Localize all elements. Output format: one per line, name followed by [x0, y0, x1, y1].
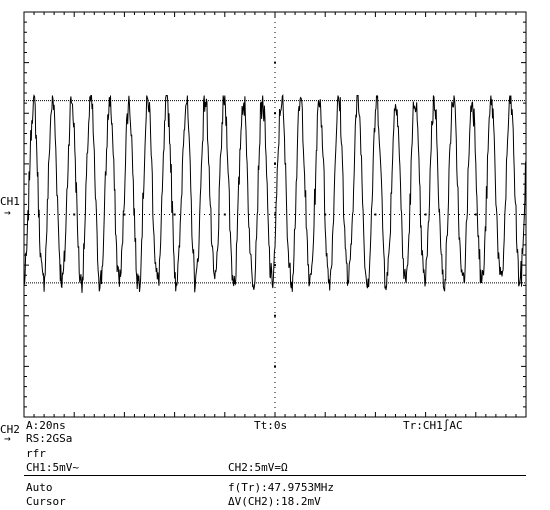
graticule-dot — [474, 213, 477, 216]
graticule-dot — [374, 213, 377, 216]
ch2-ground-arrow-icon: → — [4, 432, 11, 445]
graticule-dot — [424, 213, 427, 216]
graticule-dot — [274, 365, 276, 368]
graticule-dot — [274, 213, 276, 216]
mode-tag-readout: rfr — [26, 447, 46, 460]
timebase-readout: A:20ns — [26, 419, 66, 432]
graticule-dot — [274, 162, 276, 165]
cursor-delta-readout: ΔV(CH2):18.2mV — [228, 495, 321, 508]
cursor-menu-button[interactable]: Cursor — [26, 495, 66, 508]
acquire-mode-button[interactable]: Auto — [26, 481, 53, 494]
ch1-ground-arrow-icon: → — [4, 206, 11, 219]
graticule-dot — [274, 61, 276, 64]
ch1-marker-label: CH1 — [0, 195, 20, 208]
graticule-dot — [274, 314, 276, 317]
ch1-waveform-trace — [23, 94, 527, 293]
ch2-scale-readout: CH2:5mV=Ω — [228, 461, 288, 474]
trigger-time-readout: Tt:0s — [254, 419, 288, 432]
graticule-dot — [173, 213, 176, 216]
graticule-dot — [274, 264, 276, 267]
ch2-marker-label: CH2 — [0, 423, 20, 436]
graticule-dot — [223, 213, 226, 216]
trigger-setting-readout: Tr:CH1∫AC — [403, 419, 463, 432]
ch1-scale-readout: CH1:5mV~ — [26, 461, 79, 474]
sample-rate-readout: RS:2GSa — [26, 432, 73, 445]
graticule-dot — [274, 112, 276, 115]
status-divider — [24, 475, 526, 476]
graticule-grid — [24, 12, 526, 417]
graticule-dot — [73, 213, 76, 216]
frequency-readout: f(Tr):47.9753MHz — [228, 481, 334, 494]
graticule-dot — [123, 213, 126, 216]
